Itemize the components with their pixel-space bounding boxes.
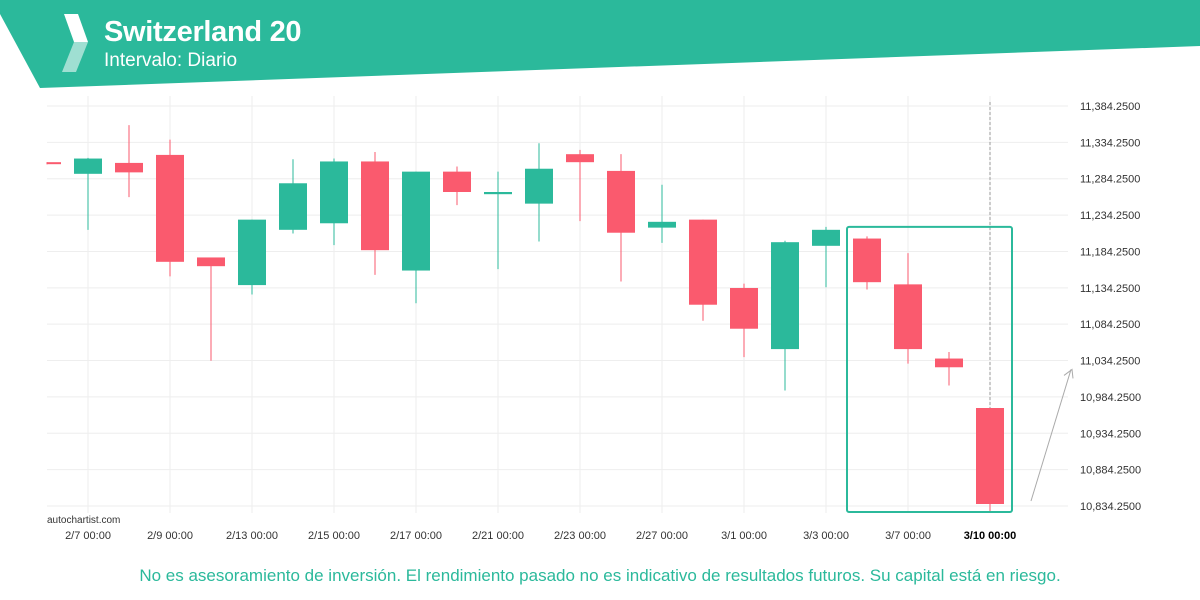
projection-arrow-line (1030, 369, 1072, 502)
candle-body (361, 161, 389, 251)
interval-subtitle: Intervalo: Diario (104, 50, 238, 71)
candle-body (525, 168, 553, 204)
candle-body (115, 162, 143, 173)
y-tick-label: 11,334.2500 (1080, 137, 1140, 149)
x-tick-label: 2/13 00:00 (226, 530, 278, 542)
y-tick-label: 10,834.2500 (1080, 501, 1141, 513)
candle-body (894, 284, 922, 350)
candle-body (484, 192, 512, 195)
disclaimer: No es asesoramiento de inversión. El ren… (139, 566, 1061, 585)
candle-body (607, 170, 635, 233)
candle-body (279, 183, 307, 230)
candle-body (74, 158, 102, 174)
candle-body (935, 358, 963, 368)
candle-body (443, 171, 471, 192)
y-tick-label: 11,084.2500 (1080, 319, 1140, 331)
candle-body (771, 242, 799, 350)
pattern-highlight-box (846, 225, 1013, 513)
candle-body (156, 154, 184, 262)
watermark: autochartist.com (47, 515, 121, 526)
y-tick-label: 11,384.2500 (1080, 101, 1140, 113)
x-tick-label: 2/9 00:00 (147, 530, 193, 542)
y-tick-label: 11,284.2500 (1080, 174, 1140, 186)
candle-body (566, 154, 594, 163)
candle-body (648, 221, 676, 228)
y-tick-label: 10,934.2500 (1080, 428, 1141, 440)
y-tick-label: 11,134.2500 (1080, 283, 1140, 295)
header-banner (0, 0, 1200, 88)
candle-body (853, 238, 881, 283)
candle-body (197, 257, 225, 267)
x-tick-label: 3/7 00:00 (885, 530, 931, 542)
candle-body (402, 171, 430, 271)
x-tick-label: 2/23 00:00 (554, 530, 606, 542)
instrument-title: Switzerland 20 (104, 16, 302, 48)
projection-arrow-head (1063, 368, 1074, 379)
x-tick-label: 2/15 00:00 (308, 530, 360, 542)
y-tick-label: 10,984.2500 (1080, 392, 1141, 404)
x-tick-label: 3/1 00:00 (721, 530, 767, 542)
y-tick-label: 11,034.2500 (1080, 356, 1140, 368)
candle-body (812, 229, 840, 246)
x-tick-label: 2/17 00:00 (390, 530, 442, 542)
x-tick-label: 3/3 00:00 (803, 530, 849, 542)
x-tick-label: 2/7 00:00 (65, 530, 111, 542)
candle-body (976, 408, 1004, 504)
x-tick-label: 2/21 00:00 (472, 530, 524, 542)
candle-body (730, 288, 758, 329)
autochartist-logo-icon (62, 14, 88, 72)
x-tick-label: 2/27 00:00 (636, 530, 688, 542)
x-tick-label: 3/10 00:00 (964, 530, 1017, 542)
y-tick-label: 11,184.2500 (1080, 246, 1140, 258)
candle-body (689, 219, 717, 305)
y-tick-label: 10,884.2500 (1080, 465, 1141, 477)
y-tick-label: 11,234.2500 (1080, 210, 1140, 222)
candle-body (320, 161, 348, 224)
candle-body (238, 219, 266, 286)
candle-body (47, 162, 61, 165)
